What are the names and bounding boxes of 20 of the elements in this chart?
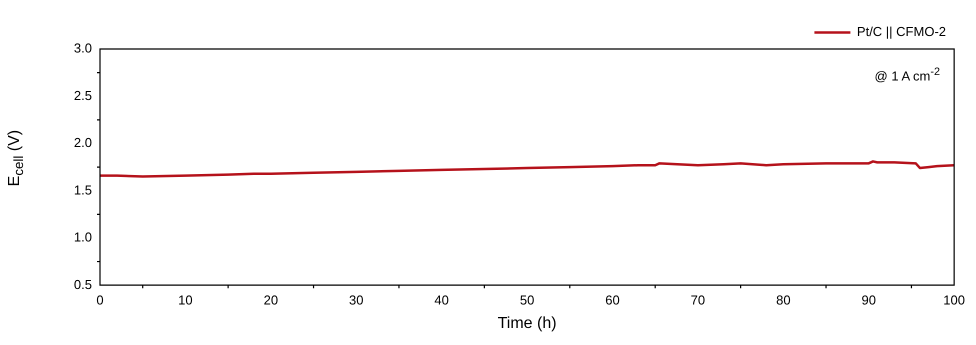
annotation: @ 1 A cm$^{-2}$ <box>874 66 940 84</box>
x-tick-label: 100 <box>943 292 966 308</box>
y-tick-label: 2.0 <box>74 135 92 150</box>
x-tick-label: 70 <box>690 292 706 308</box>
x-tick-label: 20 <box>264 292 278 308</box>
x-tick-label: 80 <box>776 292 791 308</box>
x-axis-title: Time (h) <box>498 314 557 332</box>
y-tick-label: 0.5 <box>74 276 92 292</box>
y-tick-label: 3.0 <box>74 40 92 56</box>
x-tick-label: 90 <box>862 292 876 308</box>
y-tick-label: 2.5 <box>74 88 92 103</box>
x-tick-label: 0 <box>96 292 104 308</box>
y-tick-label: 1.0 <box>74 230 92 245</box>
x-tick-label: 40 <box>434 292 449 308</box>
x-tick-label: 60 <box>605 292 620 308</box>
x-tick-label: 50 <box>520 292 534 308</box>
legend-label: Pt/C || CFMO-2 <box>856 24 946 40</box>
x-tick-label: 30 <box>349 292 364 308</box>
y-tick-label: 1.5 <box>74 182 92 198</box>
x-tick-label: 10 <box>178 292 193 308</box>
